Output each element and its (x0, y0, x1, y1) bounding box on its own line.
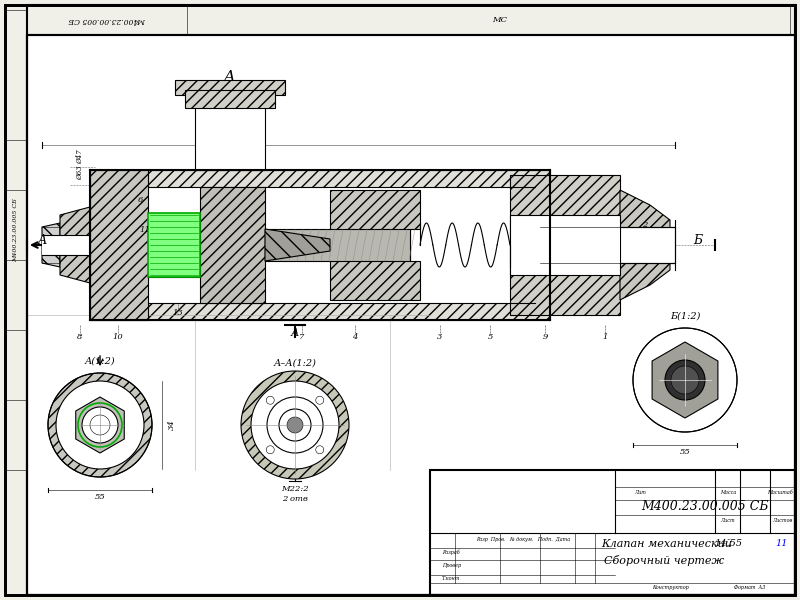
Text: Провер: Провер (442, 563, 461, 568)
Polygon shape (90, 170, 550, 320)
Text: Ø63: Ø63 (76, 166, 84, 181)
Polygon shape (148, 213, 200, 277)
Text: 2: 2 (642, 221, 648, 229)
Bar (430, 470, 795, 595)
Bar (5, 10, 27, 470)
Text: А: А (38, 233, 46, 247)
Text: Б(1:2): Б(1:2) (670, 311, 700, 320)
Text: М22:2
2 отв: М22:2 2 отв (281, 485, 309, 503)
Text: Клапан механический: Клапан механический (602, 539, 733, 549)
Bar (102, 187, 535, 303)
Text: М400.23.00.005 СБ: М400.23.00.005 СБ (14, 198, 18, 262)
Text: 55: 55 (680, 448, 690, 456)
Circle shape (48, 373, 152, 477)
Text: 10: 10 (113, 333, 123, 341)
Bar (195, 90, 265, 170)
Circle shape (241, 371, 349, 479)
Text: 55: 55 (94, 493, 106, 501)
Text: А–А(1:2): А–А(1:2) (274, 358, 317, 367)
Circle shape (633, 328, 737, 432)
Text: Разр  Пров.   № докум.   Подп.  Дата: Разр Пров. № докум. Подп. Дата (476, 536, 570, 541)
Circle shape (316, 396, 324, 404)
Circle shape (287, 417, 303, 433)
Circle shape (56, 381, 144, 469)
Text: 13: 13 (173, 309, 183, 317)
Bar (265, 229, 410, 261)
Text: МС: МС (493, 16, 507, 24)
Text: Т.конт: Т.конт (442, 575, 460, 581)
Text: 5: 5 (487, 333, 493, 341)
Circle shape (665, 360, 705, 400)
Bar (175, 80, 285, 95)
Bar (27, 5, 790, 35)
Bar (185, 90, 275, 108)
Text: 8: 8 (78, 333, 82, 341)
Text: М400.23.00.005 СБ: М400.23.00.005 СБ (68, 16, 146, 24)
Text: 11: 11 (776, 539, 788, 548)
Text: Лит: Лит (634, 490, 646, 494)
Text: 14.55: 14.55 (714, 539, 742, 548)
Text: Масса: Масса (720, 490, 736, 494)
Polygon shape (200, 187, 265, 303)
Bar (42, 235, 90, 255)
Text: Листов: Листов (772, 518, 792, 523)
Text: 1: 1 (602, 333, 608, 341)
Text: 3: 3 (438, 333, 442, 341)
Text: Б: Б (694, 233, 702, 247)
Bar (27, 5, 187, 35)
Polygon shape (42, 223, 60, 267)
Circle shape (266, 446, 274, 454)
Text: 6: 6 (138, 196, 142, 204)
Bar (510, 215, 620, 275)
Text: Сборочный чертеж: Сборочный чертеж (604, 554, 724, 565)
Text: 7: 7 (299, 333, 305, 341)
Polygon shape (510, 175, 620, 315)
Bar (540, 227, 620, 263)
Text: Разраб: Разраб (442, 549, 460, 555)
Text: Масштаб: Масштаб (767, 490, 793, 494)
Polygon shape (652, 342, 718, 418)
Polygon shape (330, 190, 420, 300)
Circle shape (251, 381, 339, 469)
Text: Конструктор: Конструктор (652, 584, 688, 589)
Polygon shape (265, 229, 330, 261)
Text: 9: 9 (542, 333, 548, 341)
Polygon shape (90, 170, 200, 320)
Polygon shape (620, 190, 670, 300)
Text: А: А (224, 70, 236, 84)
Circle shape (82, 407, 118, 443)
Text: Формат  А3: Формат А3 (734, 584, 765, 589)
Circle shape (671, 366, 699, 394)
Text: 34: 34 (168, 419, 176, 430)
Text: Лист: Лист (721, 518, 735, 523)
Polygon shape (76, 397, 124, 453)
Polygon shape (60, 207, 90, 283)
Text: 4: 4 (352, 333, 358, 341)
Text: А(1:2): А(1:2) (85, 356, 115, 365)
Circle shape (266, 396, 274, 404)
Text: М400.23.00.005 СБ: М400.23.00.005 СБ (642, 500, 769, 514)
Text: А: А (291, 328, 299, 338)
Circle shape (316, 446, 324, 454)
Text: Ø47: Ø47 (76, 149, 84, 164)
Text: 11: 11 (140, 226, 150, 234)
Bar (620, 227, 675, 263)
